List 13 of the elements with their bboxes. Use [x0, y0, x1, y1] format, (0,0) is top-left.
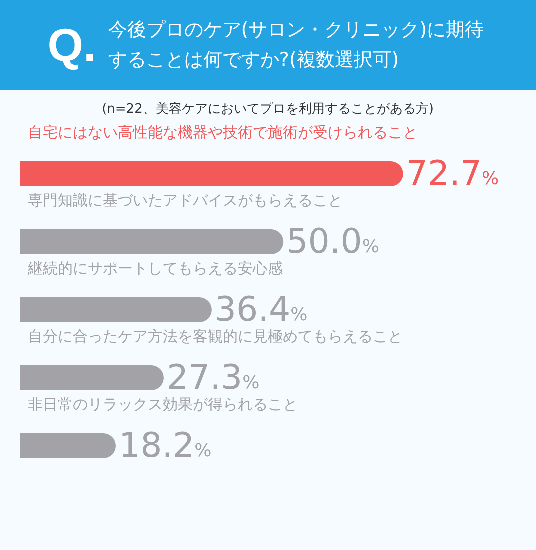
data-label: 36.4%	[214, 290, 308, 330]
data-label: 18.2%	[118, 426, 212, 466]
y-tick-label: 自分に合ったケア方法を客観的に見極めてもらえること	[28, 328, 403, 346]
chart-title: 今後プロのケア(サロン・クリニック)に期待することは何ですか?(複数選択可)	[108, 18, 486, 73]
data-label: 50.0%	[286, 222, 380, 262]
data-label: 72.7%	[406, 154, 500, 194]
chart-subtitle: (n=22、美容ケアにおいてプロを利用することがある方)	[102, 101, 434, 117]
y-tick-label: 専門知識に基づいたアドバイスがもらえること	[28, 192, 343, 210]
y-tick-label: 継続的にサポートしてもらえる安心感	[27, 260, 283, 278]
data-label: 27.3%	[166, 358, 260, 398]
y-tick-label: 自宅にはない高性能な機器や技術で施術が受けられること	[28, 124, 418, 142]
text: Q.	[48, 18, 96, 72]
y-tick-label: 非日常のリラックス効果が得られること	[28, 396, 298, 414]
